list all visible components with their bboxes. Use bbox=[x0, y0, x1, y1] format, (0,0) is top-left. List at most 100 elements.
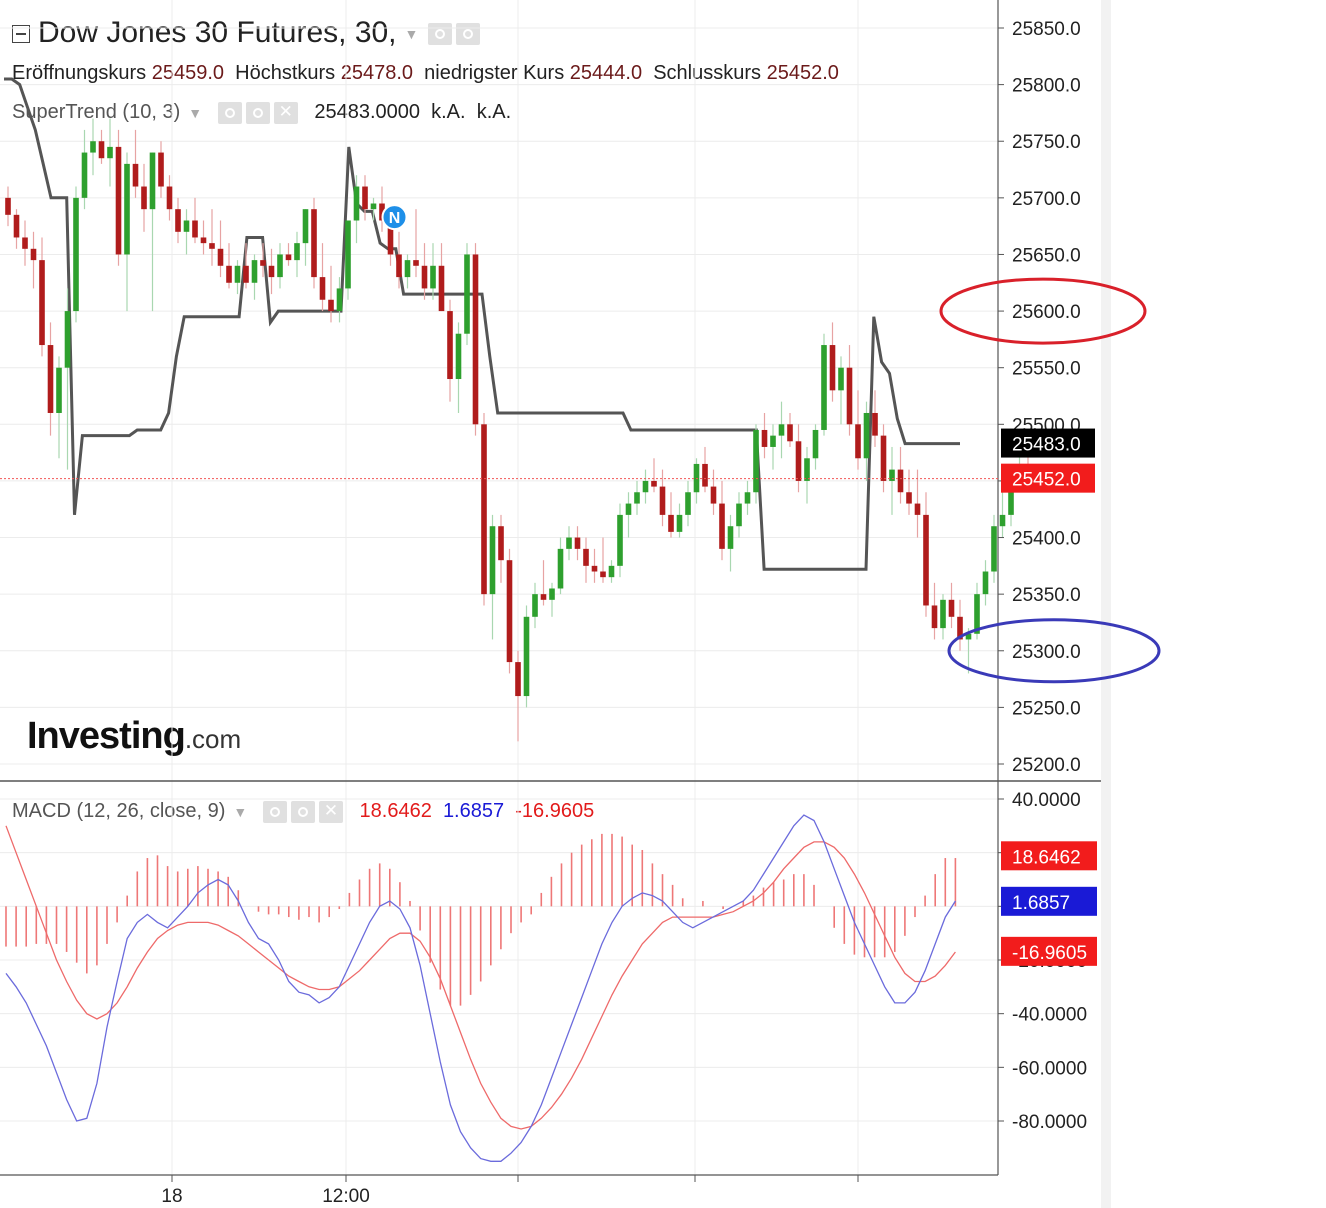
candle-body bbox=[923, 514, 929, 606]
candle-body bbox=[744, 492, 751, 504]
candle-body bbox=[404, 260, 411, 278]
low-label: niedrigster Kurs bbox=[424, 62, 565, 84]
candle-body bbox=[812, 429, 819, 459]
chevron-down-icon[interactable]: ▼ bbox=[233, 803, 248, 820]
candle-body bbox=[991, 526, 997, 572]
candle-body bbox=[642, 480, 649, 493]
axes: 25850.0 25800.0 25750.0 25700.0 25650.0 25600… bbox=[0, 0, 1111, 1208]
candle-body bbox=[217, 248, 224, 266]
candle-body bbox=[302, 209, 309, 244]
candle-body bbox=[736, 503, 742, 527]
close-icon[interactable] bbox=[318, 800, 343, 823]
price-tick-label: 25850.0 bbox=[1012, 19, 1081, 40]
grid bbox=[0, 0, 998, 1175]
candle-body bbox=[855, 424, 861, 459]
time-label: 18 bbox=[161, 1186, 182, 1207]
candle-body bbox=[345, 220, 351, 289]
candle-body bbox=[175, 209, 181, 232]
candle-body bbox=[98, 141, 105, 159]
macd-tick-label: -40.0000 bbox=[1012, 1005, 1087, 1026]
close-icon[interactable] bbox=[273, 101, 298, 124]
supertrend-row: SuperTrend (10, 3) ▼ 25483.0000 k.A. k.A. bbox=[12, 101, 511, 124]
candlesticks bbox=[5, 118, 1031, 742]
candle-body bbox=[311, 209, 317, 278]
price-tick-label: 25350.0 bbox=[1012, 585, 1081, 606]
gear-icon[interactable] bbox=[245, 101, 270, 124]
chart-title: Dow Jones 30 Futures, 30, bbox=[38, 16, 397, 49]
candle-body bbox=[430, 265, 436, 289]
visibility-icon[interactable] bbox=[428, 23, 453, 46]
chevron-down-icon[interactable]: ▼ bbox=[404, 26, 419, 43]
candle-body bbox=[132, 163, 139, 187]
logo-text: Investing bbox=[27, 715, 186, 757]
price-tick-label: 25750.0 bbox=[1012, 132, 1081, 153]
candle-body bbox=[464, 254, 470, 334]
news-marker bbox=[381, 204, 408, 231]
macd-signal-value: -16.9605 bbox=[515, 800, 595, 822]
candle-body bbox=[226, 265, 232, 283]
candle-body bbox=[617, 514, 623, 566]
candle-body bbox=[158, 152, 164, 187]
candle-body bbox=[965, 633, 972, 640]
candle-body bbox=[787, 424, 793, 442]
collapse-icon[interactable] bbox=[12, 25, 30, 44]
candle-body bbox=[277, 254, 283, 278]
candle-body bbox=[183, 220, 190, 232]
candle-body bbox=[294, 243, 300, 261]
open-label: Eröffnungskurs bbox=[12, 62, 147, 84]
price-tick-label: 25650.0 bbox=[1012, 245, 1081, 266]
supertrend-na-2: k.A. bbox=[476, 101, 512, 123]
candle-body bbox=[557, 548, 564, 589]
candle-body bbox=[1008, 475, 1014, 515]
open-value: 25459.0 bbox=[151, 62, 225, 84]
candle-body bbox=[838, 367, 844, 391]
indicator-lines bbox=[4, 77, 960, 1162]
candle-body bbox=[829, 345, 836, 391]
candle-body bbox=[940, 599, 946, 629]
price-tick-label: 25800.0 bbox=[1012, 76, 1081, 97]
candle-body bbox=[872, 412, 878, 436]
candle-body bbox=[846, 367, 853, 425]
chevron-down-icon[interactable]: ▼ bbox=[188, 104, 203, 121]
candle-body bbox=[770, 435, 776, 447]
time-label: 12:00 bbox=[322, 1186, 370, 1207]
macd-tick-label: 40.0000 bbox=[1012, 790, 1081, 811]
candle-body bbox=[336, 288, 343, 312]
candle-body bbox=[906, 492, 912, 504]
candle-body bbox=[353, 186, 360, 221]
candle-body bbox=[498, 526, 504, 561]
candle-body bbox=[285, 254, 292, 261]
candle-body bbox=[931, 605, 938, 629]
macd-hist-value: 18.6462 bbox=[359, 800, 432, 822]
candle-body bbox=[489, 526, 496, 595]
candle-body bbox=[889, 469, 895, 481]
candle-body bbox=[200, 237, 207, 244]
close-value: 25452.0 bbox=[766, 62, 839, 84]
candle-body bbox=[778, 424, 785, 436]
candle-body bbox=[81, 152, 88, 198]
candle-body bbox=[532, 594, 538, 617]
logo-suffix: .com bbox=[184, 724, 242, 754]
high-label: Höchstkurs bbox=[235, 62, 336, 84]
visibility-icon[interactable] bbox=[262, 800, 287, 823]
investing-logo: Investing.com bbox=[27, 715, 241, 758]
visibility-icon[interactable] bbox=[217, 101, 242, 124]
candle-body bbox=[574, 537, 581, 549]
candle-body bbox=[90, 141, 96, 153]
macd-label-text: 1.6857 bbox=[1012, 893, 1070, 914]
candle-body bbox=[668, 514, 674, 532]
candle-body bbox=[549, 588, 555, 600]
candle-body bbox=[880, 435, 887, 481]
candle-body bbox=[676, 514, 683, 532]
macd-label-box bbox=[1001, 841, 1097, 871]
candle-body bbox=[13, 214, 20, 238]
macd-label-text: -16.9605 bbox=[1012, 943, 1087, 964]
candle-body bbox=[115, 146, 122, 255]
candle-body bbox=[141, 186, 147, 210]
gear-icon[interactable] bbox=[290, 800, 315, 823]
price-tick-label: 25700.0 bbox=[1012, 189, 1081, 210]
candle-body bbox=[209, 243, 215, 249]
ohlc-row: Eröffnungskurs 25459.0 Höchstkurs 25478.… bbox=[12, 62, 839, 85]
gear-icon[interactable] bbox=[456, 23, 481, 46]
